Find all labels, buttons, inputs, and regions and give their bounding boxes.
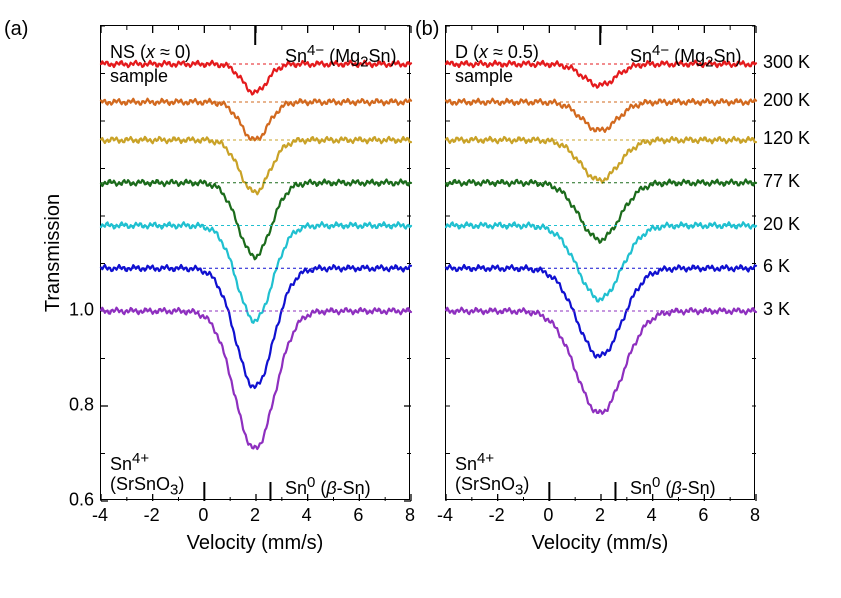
in-plot-label: NS (x ≈ 0): [110, 42, 191, 63]
spectrum-curve: [446, 180, 756, 243]
in-plot-label: Sn4− (Mg2Sn): [285, 42, 397, 71]
temperature-label: 3 K: [763, 299, 790, 320]
figure-root: (a) -4 -2 0 2 4 6 8 0.6 0.8 1.0 NS (x ≈ 0) sample Sn4…: [0, 0, 841, 598]
ytick-label: 0.8: [62, 395, 94, 416]
xtick-label: 0: [198, 505, 208, 526]
spectrum-curve: [101, 222, 411, 323]
spectrum-curve: [446, 222, 756, 301]
spectrum-curve: [446, 308, 756, 414]
x-axis-label: Velocity (mm/s): [445, 532, 755, 555]
spectrum-curve: [101, 99, 411, 141]
xtick-label: -4: [92, 505, 108, 526]
temperature-label: 200 K: [763, 90, 810, 111]
in-plot-label: sample: [110, 66, 168, 87]
in-plot-label: D (x ≈ 0.5): [455, 42, 539, 63]
spectrum-curve: [446, 137, 756, 183]
xtick-label: 2: [250, 505, 260, 526]
plot-svg-a: [101, 26, 409, 499]
xtick-label: -4: [437, 505, 453, 526]
plot-area-a: [100, 25, 410, 500]
temperature-label: 300 K: [763, 52, 810, 73]
panel-label-a: (a): [4, 18, 28, 41]
plot-area-b: [445, 25, 755, 500]
xtick-label: -2: [144, 505, 160, 526]
in-plot-label: Sn0 (β-Sn): [630, 474, 716, 499]
in-plot-label: Sn4+: [110, 450, 149, 475]
xtick-label: 2: [595, 505, 605, 526]
xtick-label: -2: [489, 505, 505, 526]
in-plot-label: Sn4− (Mg2Sn): [630, 42, 742, 71]
temperature-label: 120 K: [763, 128, 810, 149]
spectrum-curve: [101, 308, 411, 449]
temperature-label: 77 K: [763, 171, 800, 192]
in-plot-label: Sn4+: [455, 450, 494, 475]
y-axis-label: Transmission: [42, 173, 65, 333]
xtick-label: 8: [750, 505, 760, 526]
ytick-label: 1.0: [62, 300, 94, 321]
panel-label-b: (b): [415, 18, 439, 41]
xtick-label: 0: [543, 505, 553, 526]
in-plot-label: sample: [455, 66, 513, 87]
xtick-label: 4: [302, 505, 312, 526]
xtick-label: 6: [353, 505, 363, 526]
in-plot-label: (SrSnO3): [110, 474, 184, 499]
plot-svg-b: [446, 26, 754, 499]
x-axis-label: Velocity (mm/s): [100, 532, 410, 555]
temperature-label: 20 K: [763, 214, 800, 235]
temperature-label: 6 K: [763, 256, 790, 277]
ytick-label: 0.6: [62, 490, 94, 511]
in-plot-label: Sn0 (β-Sn): [285, 474, 371, 499]
xtick-label: 6: [698, 505, 708, 526]
xtick-label: 8: [405, 505, 415, 526]
spectrum-curve: [446, 99, 756, 132]
spectrum-curve: [101, 265, 411, 388]
in-plot-label: (SrSnO3): [455, 474, 529, 499]
xtick-label: 4: [647, 505, 657, 526]
